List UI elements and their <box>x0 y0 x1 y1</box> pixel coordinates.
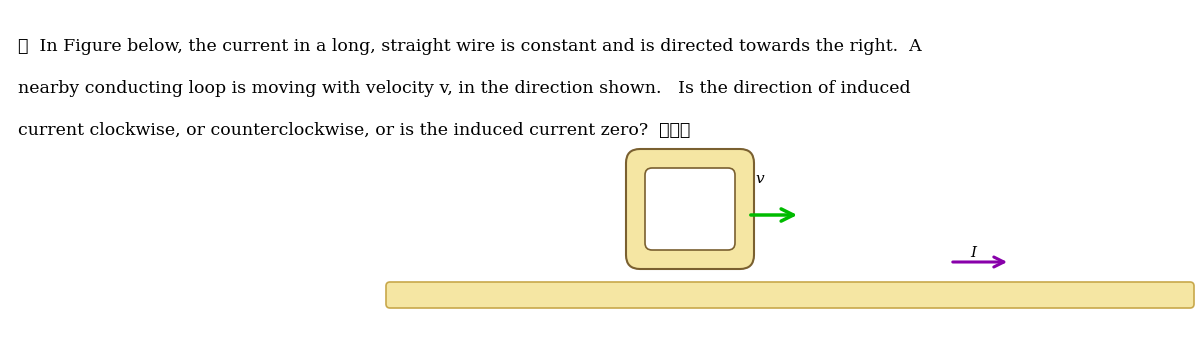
Text: ☒  In Figure below, the current in a long, straight wire is constant and is dire: ☒ In Figure below, the current in a long… <box>18 38 922 55</box>
FancyBboxPatch shape <box>386 282 1194 308</box>
FancyBboxPatch shape <box>646 168 734 250</box>
FancyBboxPatch shape <box>626 149 754 269</box>
Text: I: I <box>970 246 976 260</box>
Text: v: v <box>755 172 763 186</box>
Text: nearby conducting loop is moving with velocity v, in the direction shown.   Is t: nearby conducting loop is moving with ve… <box>18 80 911 97</box>
Text: current clockwise, or counterclockwise, or is the induced current zero?  ☒☒☒: current clockwise, or counterclockwise, … <box>18 122 690 139</box>
